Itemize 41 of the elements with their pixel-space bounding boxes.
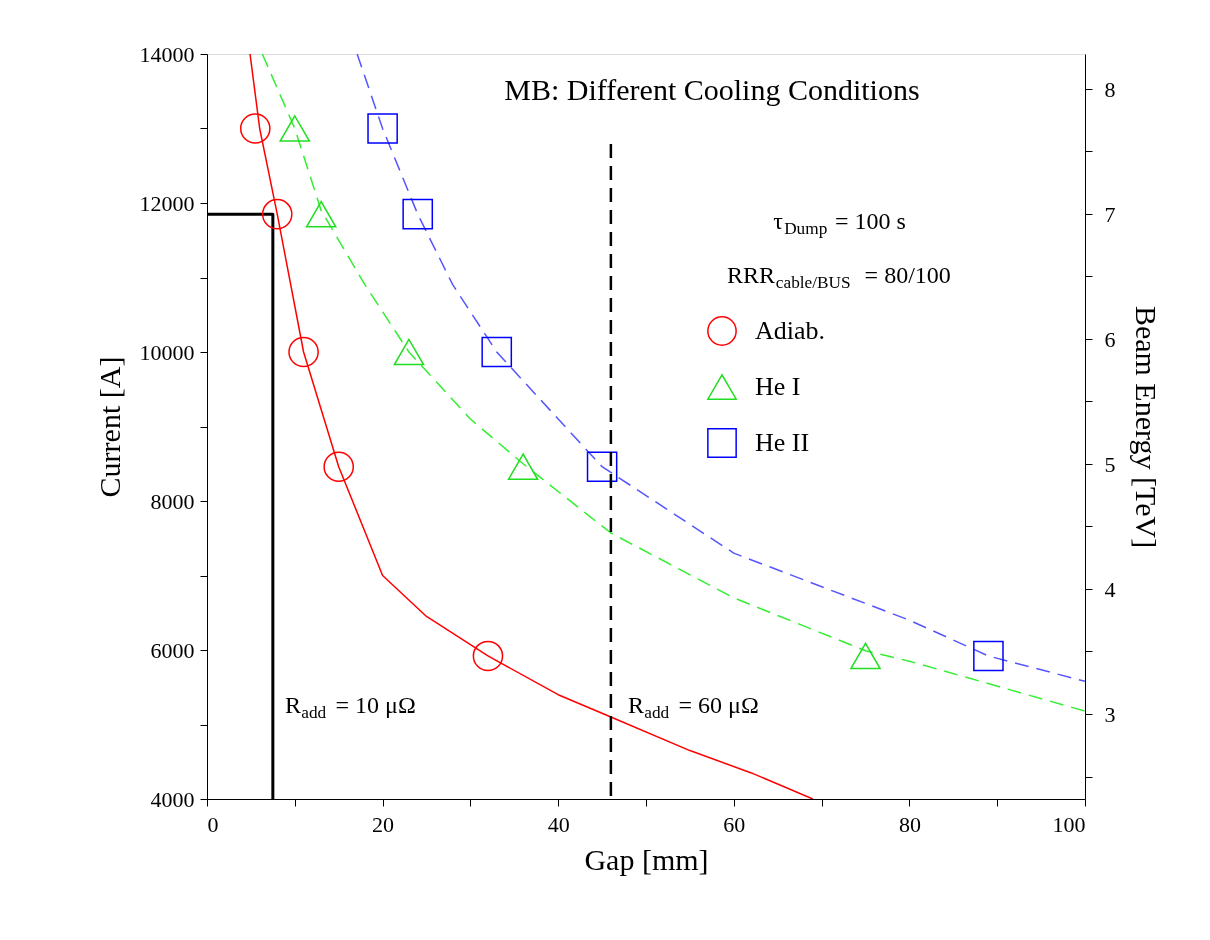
point xyxy=(481,336,513,368)
y-tick-label: 14000 xyxy=(139,41,195,67)
point xyxy=(850,642,881,670)
y-axis-title: Current [A] xyxy=(92,356,126,498)
x-tick-label: 20 xyxy=(372,811,395,837)
y2-tick-label: 7 xyxy=(1104,201,1116,227)
y2-axis-title: Beam Energy [TeV] xyxy=(1129,305,1163,549)
y2-tick-label: 5 xyxy=(1104,451,1116,477)
legend-label: He II xyxy=(755,428,810,457)
point xyxy=(367,113,398,144)
point xyxy=(279,115,311,142)
point xyxy=(586,451,618,483)
x-tick-label: 60 xyxy=(723,811,746,837)
x-axis-title: Gap [mm] xyxy=(584,842,709,876)
point xyxy=(973,640,1004,672)
y-tick-label: 4000 xyxy=(150,786,195,812)
point xyxy=(402,198,434,230)
y-tick-label: 12000 xyxy=(139,190,195,216)
point xyxy=(288,336,319,368)
line-series xyxy=(356,54,1085,683)
y2-tick-label: 8 xyxy=(1104,76,1116,102)
point xyxy=(305,200,337,228)
point xyxy=(323,451,355,483)
legend-label: Adiab. xyxy=(755,316,826,345)
point xyxy=(393,338,425,366)
y-tick-label: 6000 xyxy=(150,637,195,663)
x-tick-label: 80 xyxy=(898,811,921,837)
y2-tick-label: 3 xyxy=(1104,701,1116,727)
point xyxy=(472,640,504,672)
point xyxy=(507,453,539,481)
y2-tick-label: 4 xyxy=(1104,576,1116,602)
point xyxy=(261,198,293,230)
y-tick-label: 8000 xyxy=(150,488,195,514)
x-tick-label: 100 xyxy=(1052,811,1086,837)
x-tick-label: 40 xyxy=(547,811,570,837)
legend-label: He I xyxy=(755,372,801,401)
point xyxy=(239,113,271,144)
y2-tick-label: 6 xyxy=(1104,326,1116,352)
y-tick-label: 10000 xyxy=(139,339,195,365)
x-tick-label: 0 xyxy=(207,811,219,837)
text: MB: Different Cooling Conditions xyxy=(504,73,920,106)
